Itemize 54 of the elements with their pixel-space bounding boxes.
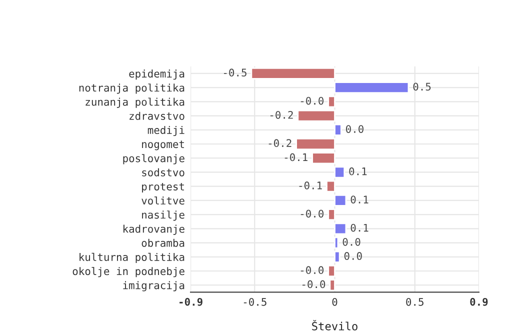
- data-label: 0.0: [344, 252, 362, 260]
- data-label: -0.0: [300, 96, 324, 105]
- x-tick-label: -0.5: [244, 298, 266, 306]
- data-label: 0.1: [350, 196, 368, 204]
- bar: [334, 236, 339, 249]
- bar: [297, 110, 336, 122]
- data-label: -0.1: [299, 182, 322, 190]
- bar: [312, 152, 336, 164]
- bar: [326, 180, 336, 192]
- y-tick-label: zunanja politika: [86, 98, 184, 108]
- y-tick-label: mediji: [148, 126, 184, 136]
- y-tick-label: epidemija: [129, 70, 184, 80]
- data-label: -0.0: [300, 210, 324, 218]
- y-tick-label: kulturna politika: [80, 252, 184, 264]
- data-label: -0.1: [284, 153, 308, 162]
- x-axis-title: Število: [312, 320, 358, 330]
- y-tick-label: obramba: [142, 238, 184, 247]
- y-tick-label: imigracija: [123, 281, 184, 292]
- x-tick-label: -0.9: [180, 298, 202, 306]
- bar: [334, 82, 410, 94]
- bar: [334, 222, 347, 235]
- bar: [334, 194, 347, 206]
- x-tick-label: 0.9: [470, 298, 488, 306]
- data-label: -0.2: [270, 110, 293, 119]
- bar: [334, 250, 340, 263]
- y-tick-label: poslovanje: [123, 154, 184, 164]
- bar: [296, 138, 336, 150]
- y-tick-label: sodstvo: [142, 168, 184, 176]
- data-label: -0.5: [224, 68, 246, 77]
- bar: [334, 124, 342, 136]
- y-tick-label: nasilje: [142, 210, 184, 221]
- bar: [328, 208, 336, 221]
- x-tick-label: 0: [332, 298, 338, 306]
- bar: [328, 265, 336, 277]
- data-label: -0.2: [268, 139, 292, 148]
- y-tick-label: nogomet: [142, 140, 184, 150]
- bar: [329, 279, 336, 292]
- data-label: 0.1: [350, 224, 368, 232]
- data-label: 0.1: [349, 167, 367, 176]
- data-label: 0.5: [413, 82, 431, 91]
- y-tick-label: volitve: [142, 196, 184, 205]
- data-label: 0.0: [342, 238, 360, 246]
- bar: [328, 96, 336, 108]
- y-tick-label: kadrovanje: [123, 224, 184, 235]
- y-tick-label: okolje in podnebje: [72, 267, 184, 278]
- data-label: 0.0: [346, 125, 364, 133]
- bar: [334, 166, 346, 178]
- y-tick-label: protest: [142, 183, 184, 192]
- y-tick-label: notranja politika: [79, 84, 184, 94]
- bar: [250, 67, 336, 80]
- y-tick-label: zdravstvo: [130, 112, 184, 120]
- data-label: -0.0: [302, 280, 326, 288]
- x-tick-label: 0.5: [406, 298, 424, 306]
- data-label: -0.0: [300, 266, 324, 274]
